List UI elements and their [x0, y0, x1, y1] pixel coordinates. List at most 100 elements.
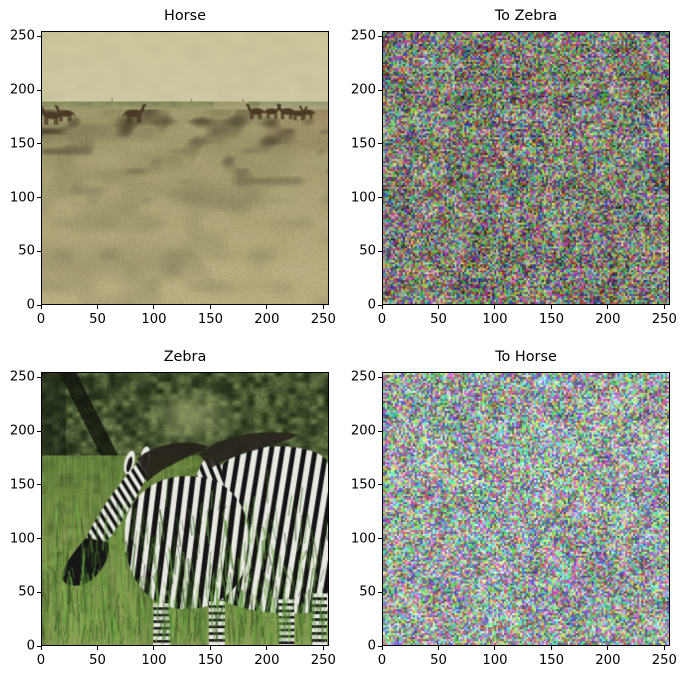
x-tick-label: 250	[310, 312, 336, 327]
x-tick-mark	[96, 305, 99, 309]
x-tick-mark	[494, 305, 496, 309]
x-tick-label: 250	[651, 653, 677, 668]
axes-to-zebra[interactable]	[382, 31, 670, 305]
x-tick-label: 0	[377, 653, 387, 668]
x-tick-mark	[381, 305, 383, 309]
y-tick-label: 0	[26, 638, 35, 654]
y-tick-mark	[37, 484, 41, 486]
y-tick-mark	[378, 250, 382, 252]
y-tick-label: 200	[350, 82, 376, 98]
panel-title-zebra: Zebra	[163, 349, 207, 365]
x-tick-label: 50	[89, 312, 106, 327]
x-tick-mark	[550, 305, 552, 309]
x-tick-mark	[153, 305, 155, 309]
axes-horse[interactable]	[41, 31, 329, 305]
x-tick-mark	[607, 305, 609, 309]
y-tick-label: 100	[9, 530, 35, 546]
y-tick-mark	[378, 197, 382, 199]
x-tick-mark	[494, 646, 496, 650]
x-tick-label: 200	[254, 653, 280, 668]
y-tick-mark	[378, 89, 382, 91]
y-tick-label: 50	[359, 584, 376, 600]
x-tick-mark	[607, 646, 609, 650]
panel-to-zebra: To Zebra	[340, 0, 681, 341]
y-tick-label: 100	[9, 189, 35, 205]
y-tick-mark	[37, 143, 41, 145]
x-tick-mark	[437, 646, 440, 650]
x-tick-label: 250	[651, 312, 677, 327]
y-tick-label: 50	[359, 243, 376, 259]
y-tick-label: 250	[350, 28, 376, 44]
x-tick-mark	[153, 646, 155, 650]
y-tick-label: 150	[9, 477, 35, 493]
y-tick-mark	[37, 197, 41, 199]
image-horse	[42, 32, 328, 304]
x-tick-mark	[209, 305, 211, 309]
y-tick-mark	[378, 35, 382, 37]
y-tick-label: 0	[26, 297, 35, 313]
x-tick-label: 0	[36, 312, 46, 327]
y-tick-mark	[37, 376, 41, 378]
x-tick-mark	[40, 646, 42, 650]
y-tick-mark	[37, 591, 41, 593]
y-tick-label: 200	[9, 82, 35, 98]
panel-to-horse: To Horse	[340, 341, 681, 682]
y-tick-label: 50	[18, 243, 35, 259]
x-tick-label: 150	[197, 312, 223, 327]
x-tick-mark	[96, 646, 99, 650]
y-tick-label: 150	[350, 136, 376, 152]
image-to-horse	[383, 373, 669, 645]
x-tick-label: 100	[482, 653, 508, 668]
x-tick-mark	[266, 646, 268, 650]
axes-to-horse[interactable]	[382, 372, 670, 646]
x-tick-label: 200	[595, 653, 621, 668]
y-tick-mark	[37, 304, 41, 306]
y-tick-label: 250	[350, 369, 376, 385]
x-tick-label: 0	[36, 653, 46, 668]
x-tick-label: 100	[141, 653, 167, 668]
y-tick-label: 0	[367, 297, 376, 313]
y-tick-mark	[378, 538, 382, 540]
y-tick-mark	[37, 35, 41, 37]
panel-horse: Horse	[0, 0, 341, 341]
y-tick-label: 150	[350, 477, 376, 493]
x-tick-label: 250	[310, 653, 336, 668]
y-tick-mark	[378, 143, 382, 145]
y-tick-mark	[378, 484, 382, 486]
y-tick-mark	[378, 645, 382, 647]
x-tick-mark	[663, 305, 665, 309]
y-tick-label: 200	[9, 423, 35, 439]
y-tick-mark	[37, 538, 41, 540]
x-tick-label: 200	[595, 312, 621, 327]
y-tick-label: 250	[9, 369, 35, 385]
x-tick-mark	[322, 305, 324, 309]
x-tick-label: 50	[430, 653, 447, 668]
x-tick-mark	[209, 646, 211, 650]
y-tick-mark	[378, 430, 382, 432]
x-tick-mark	[381, 646, 383, 650]
x-tick-label: 0	[377, 312, 387, 327]
y-tick-mark	[37, 430, 41, 432]
y-tick-label: 0	[367, 638, 376, 654]
y-tick-label: 200	[350, 423, 376, 439]
y-tick-mark	[37, 89, 41, 91]
panel-title-to-zebra: To Zebra	[494, 8, 558, 24]
x-tick-label: 150	[197, 653, 223, 668]
y-tick-mark	[37, 250, 41, 252]
x-tick-mark	[550, 646, 552, 650]
y-tick-label: 250	[9, 28, 35, 44]
panel-title-to-horse: To Horse	[495, 349, 557, 365]
y-tick-mark	[378, 304, 382, 306]
panel-title-horse: Horse	[164, 8, 206, 24]
y-tick-mark	[37, 645, 41, 647]
x-tick-mark	[437, 305, 440, 309]
x-tick-label: 50	[89, 653, 106, 668]
y-tick-label: 100	[350, 189, 376, 205]
x-tick-label: 100	[141, 312, 167, 327]
axes-zebra[interactable]	[41, 372, 329, 646]
x-tick-label: 200	[254, 312, 280, 327]
x-tick-label: 150	[538, 653, 564, 668]
y-tick-label: 150	[9, 136, 35, 152]
y-tick-mark	[378, 591, 382, 593]
